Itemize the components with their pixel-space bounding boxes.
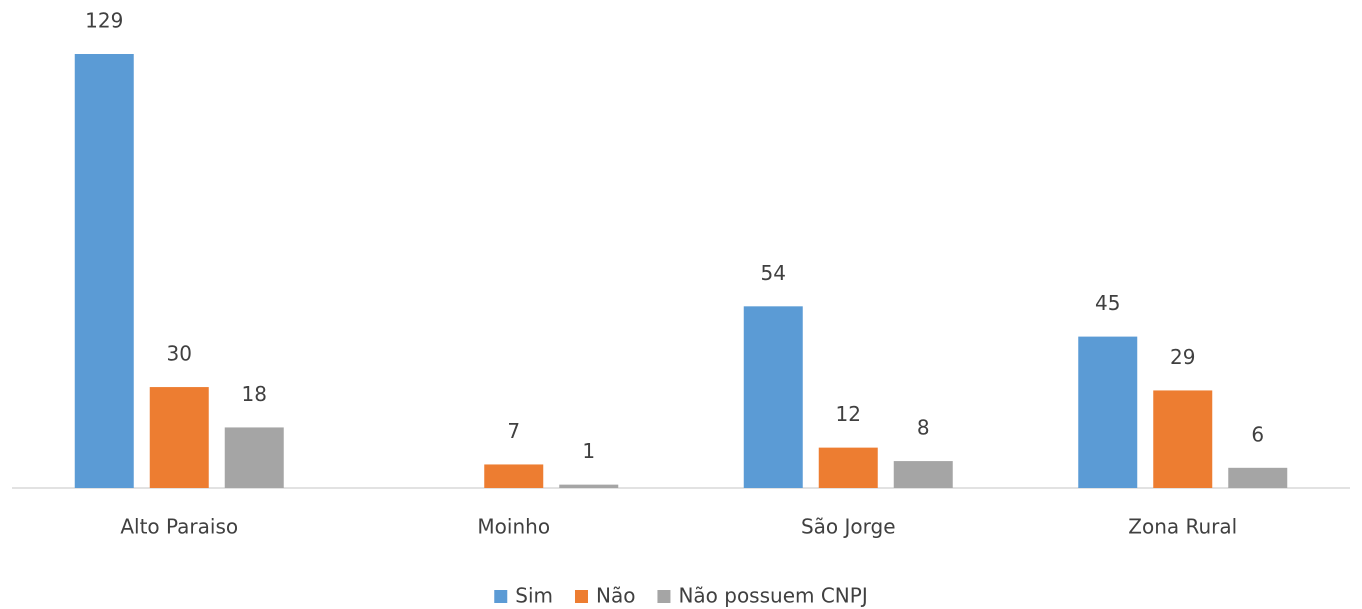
- legend-label: Sim: [515, 584, 553, 608]
- bar: [1153, 390, 1213, 488]
- bar: [559, 484, 619, 488]
- data-label: 29: [1170, 345, 1195, 369]
- data-label: 129: [85, 9, 123, 33]
- data-label: 30: [167, 342, 192, 366]
- bar: [484, 464, 544, 488]
- bar: [1078, 336, 1138, 488]
- legend-swatch: [657, 590, 671, 603]
- bar: [743, 306, 803, 488]
- bar: [1228, 467, 1288, 488]
- bar: [818, 447, 878, 488]
- legend-swatch: [574, 590, 588, 603]
- bar: [224, 427, 284, 488]
- data-label: 18: [242, 382, 267, 406]
- bar: [74, 54, 134, 488]
- x-tick-label: Moinho: [477, 515, 550, 539]
- data-label: 45: [1095, 291, 1120, 315]
- legend-label: Não possuem CNPJ: [678, 584, 867, 608]
- data-label: 1: [582, 439, 595, 463]
- x-tick-label: São Jorge: [801, 515, 896, 539]
- data-label: 12: [836, 402, 861, 426]
- data-label: 54: [761, 261, 786, 285]
- bar: [149, 387, 209, 488]
- bar: [893, 461, 953, 488]
- x-tick-label: Alto Paraiso: [120, 515, 238, 539]
- legend-label: Não: [596, 584, 635, 608]
- x-tick-label: Zona Rural: [1128, 515, 1237, 539]
- data-label: 6: [1251, 422, 1264, 446]
- data-label: 7: [507, 419, 520, 443]
- legend-swatch: [494, 590, 508, 603]
- data-label: 8: [917, 416, 930, 440]
